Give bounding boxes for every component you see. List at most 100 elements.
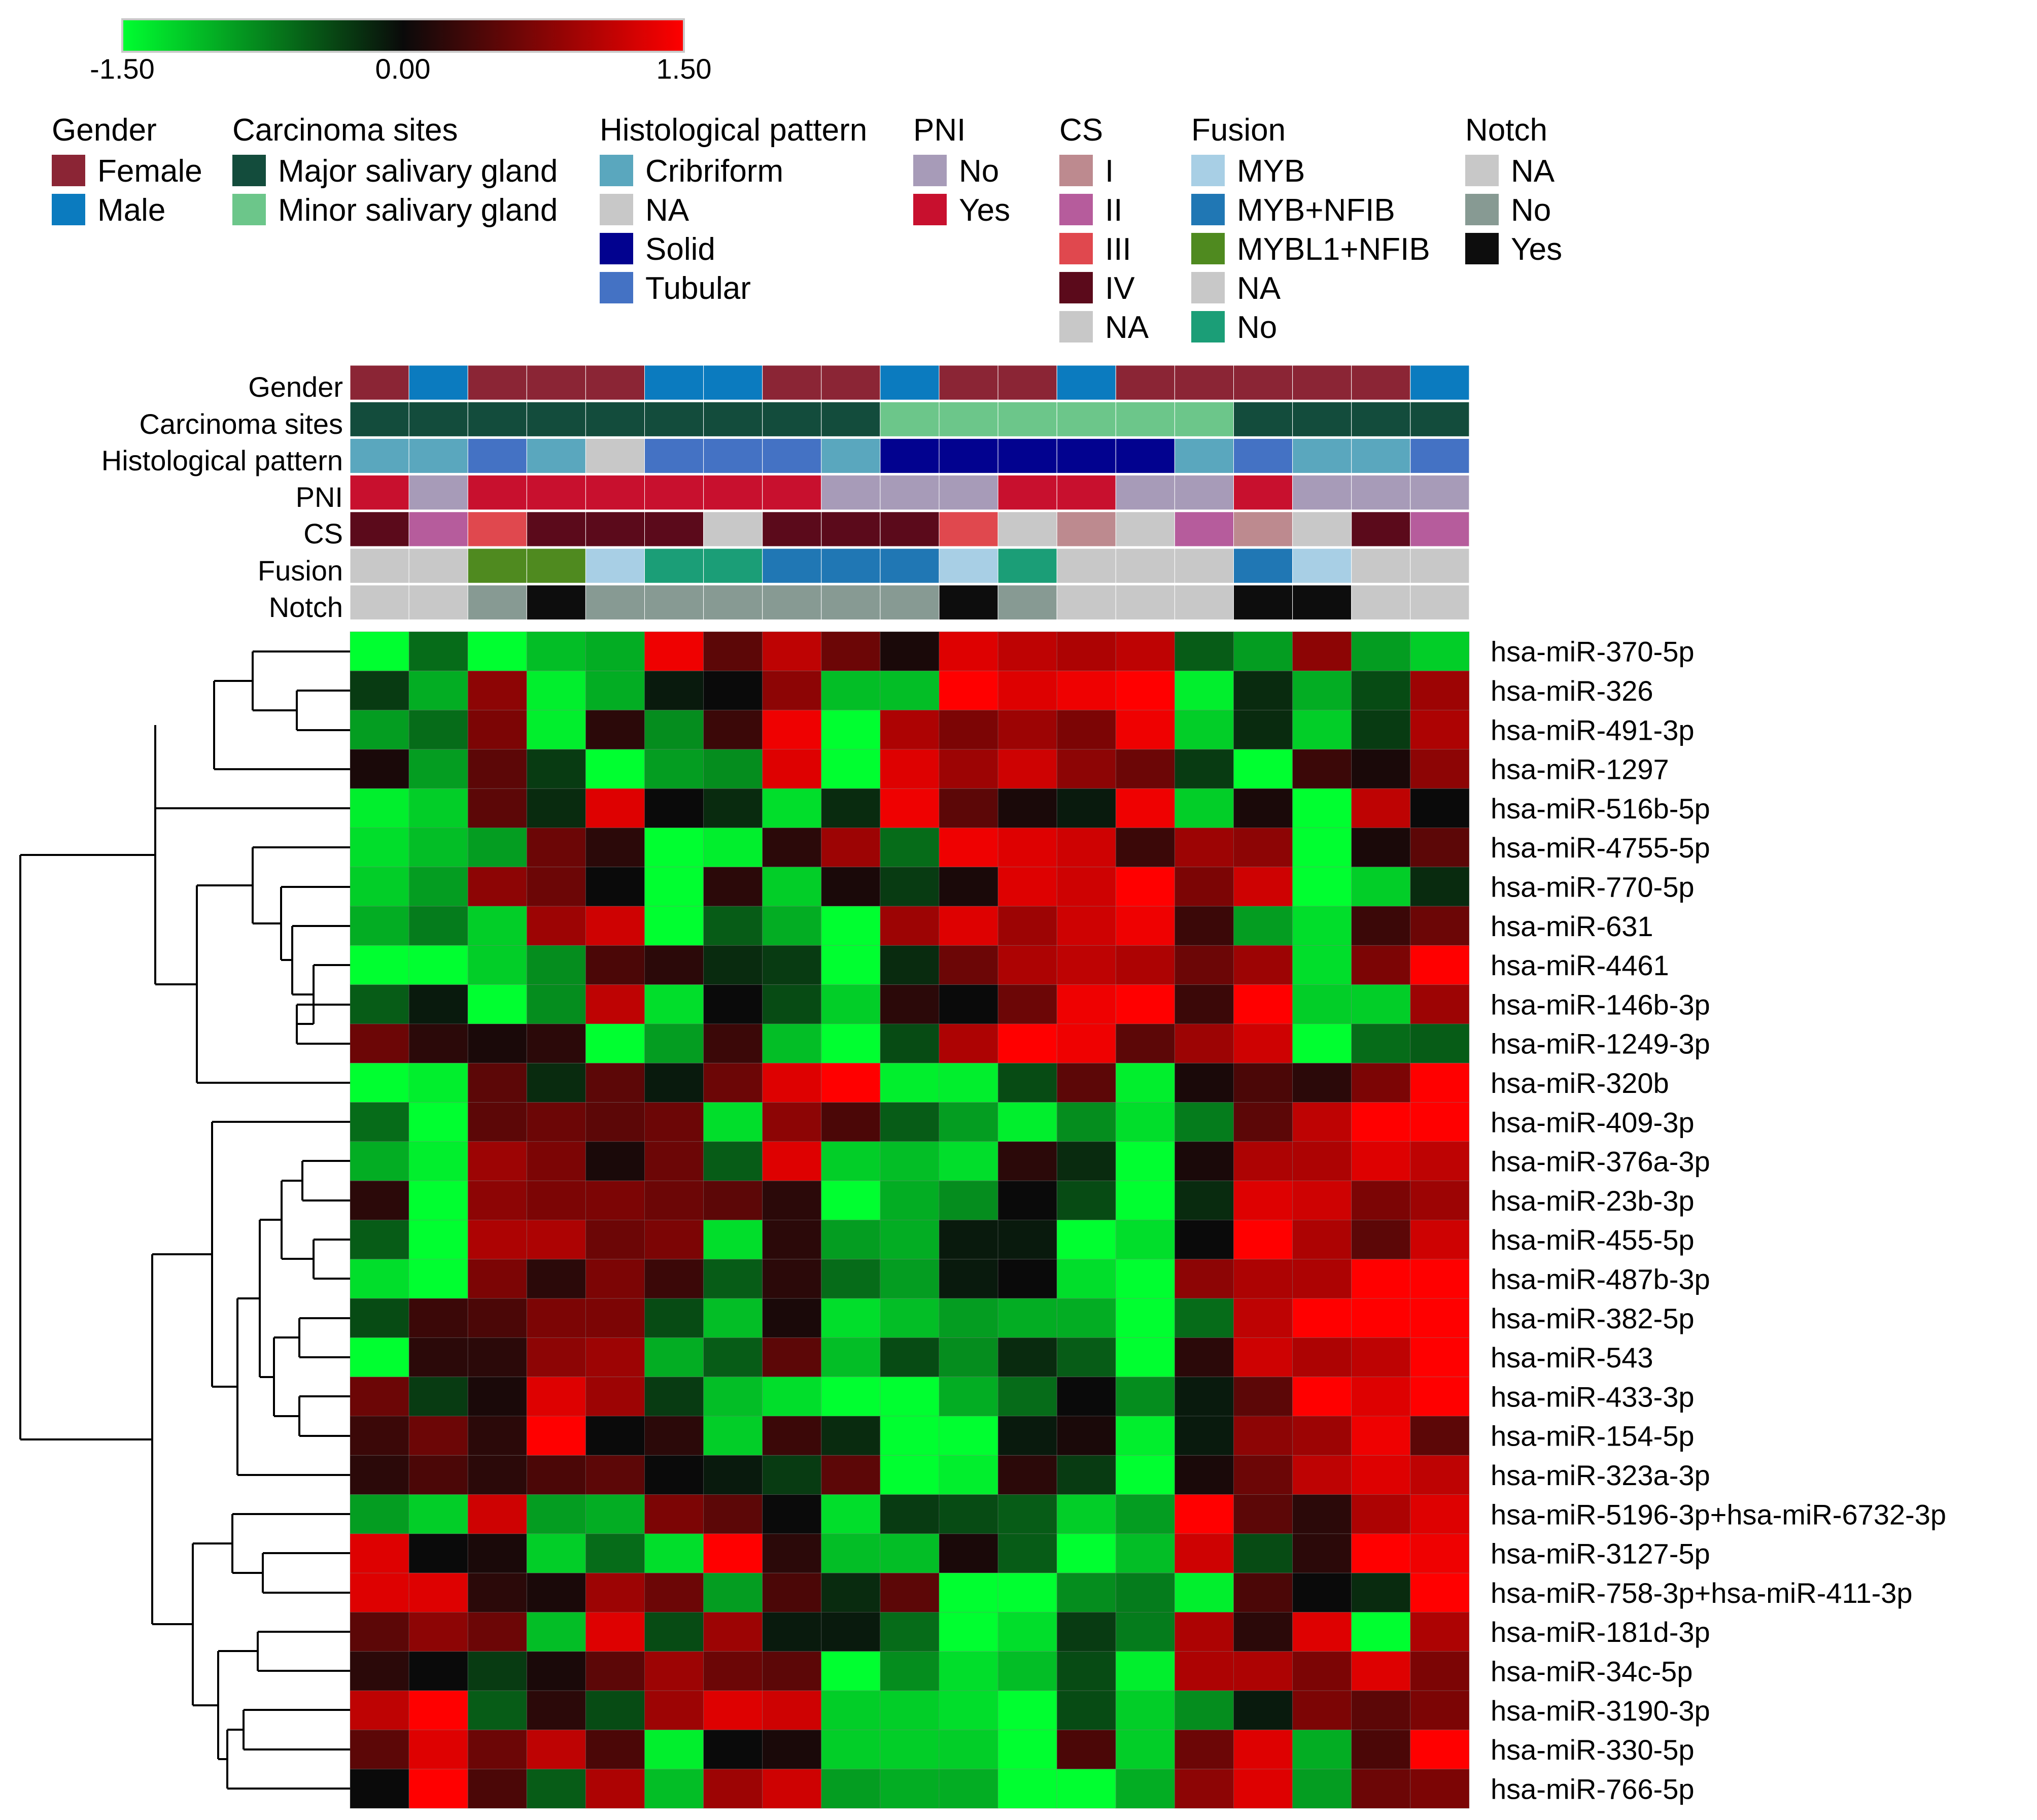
legend-item-label: MYB+NFIB bbox=[1237, 193, 1395, 228]
heatmap-cell bbox=[644, 1102, 704, 1142]
heatmap-cell bbox=[1410, 1690, 1470, 1730]
annotation-cell bbox=[1410, 548, 1470, 583]
heatmap-cell bbox=[997, 906, 1057, 946]
annotation-cell bbox=[1174, 511, 1234, 547]
annotation-cell bbox=[526, 365, 586, 400]
heatmap-cell bbox=[1233, 828, 1293, 868]
annotation-cell bbox=[1233, 401, 1293, 437]
annotation-cell bbox=[762, 511, 822, 547]
row-label: hsa-miR-766-5p bbox=[1491, 1773, 1695, 1805]
heatmap-cell bbox=[939, 1729, 998, 1770]
heatmap-cell bbox=[1351, 828, 1411, 868]
legend-title: Gender bbox=[52, 113, 157, 148]
annotation-cell bbox=[644, 511, 704, 547]
heatmap-cell bbox=[997, 1572, 1057, 1612]
annotation-cell bbox=[1056, 401, 1116, 437]
heatmap-cell bbox=[1174, 1298, 1234, 1338]
legend-swatch bbox=[52, 155, 85, 186]
legend-swatch bbox=[1191, 272, 1225, 303]
annotation-cell bbox=[1410, 438, 1470, 474]
heatmap-cell bbox=[762, 1377, 822, 1417]
heatmap-cell bbox=[1115, 1612, 1175, 1652]
heatmap-cell bbox=[1115, 1690, 1175, 1730]
heatmap-cell bbox=[762, 1102, 822, 1142]
annotation-cell bbox=[585, 511, 645, 547]
heatmap-cell bbox=[880, 1298, 940, 1338]
heatmap-cell bbox=[997, 1533, 1057, 1573]
heatmap-cell bbox=[762, 1533, 822, 1573]
row-label: hsa-miR-516b-5p bbox=[1491, 793, 1710, 825]
heatmap-cell bbox=[408, 1572, 468, 1612]
heatmap-cell bbox=[1056, 1729, 1116, 1770]
heatmap-cell bbox=[1292, 1023, 1352, 1063]
heatmap-cell bbox=[880, 1729, 940, 1770]
heatmap-cell bbox=[1410, 945, 1470, 985]
heatmap-cell bbox=[585, 1102, 645, 1142]
heatmap-cell bbox=[350, 1729, 409, 1770]
heatmap-cell bbox=[1233, 1259, 1293, 1299]
row-label: hsa-miR-370-5p bbox=[1491, 636, 1695, 668]
heatmap-cell bbox=[762, 945, 822, 985]
heatmap-cells bbox=[350, 631, 1470, 1809]
heatmap-cell bbox=[350, 1494, 409, 1534]
legend-swatch bbox=[1059, 194, 1093, 225]
annotation-cell bbox=[408, 438, 468, 474]
heatmap-cell bbox=[585, 867, 645, 907]
heatmap-cell bbox=[1410, 1494, 1470, 1534]
heatmap-cell bbox=[703, 1298, 763, 1338]
heatmap-cell bbox=[762, 1141, 822, 1181]
legend-item-label: NA bbox=[1237, 271, 1281, 306]
heatmap-cell bbox=[1174, 945, 1234, 985]
heatmap-cell bbox=[1292, 1337, 1352, 1378]
heatmap-cell bbox=[585, 984, 645, 1024]
heatmap-cell bbox=[762, 1494, 822, 1534]
heatmap-cell bbox=[821, 710, 881, 750]
heatmap-cell bbox=[997, 1259, 1057, 1299]
annotation-cell bbox=[526, 511, 586, 547]
heatmap-cell bbox=[880, 1612, 940, 1652]
annotation-cell bbox=[1351, 438, 1411, 474]
heatmap-cell bbox=[762, 1769, 822, 1809]
heatmap-cell bbox=[1233, 749, 1293, 789]
heatmap-cell bbox=[585, 1023, 645, 1063]
annotation-cell bbox=[585, 365, 645, 400]
heatmap-cell bbox=[1056, 1455, 1116, 1495]
heatmap-cell bbox=[1174, 1494, 1234, 1534]
heatmap-cell bbox=[644, 984, 704, 1024]
annotation-cell bbox=[939, 511, 998, 547]
heatmap-cell bbox=[1233, 906, 1293, 946]
heatmap-cell bbox=[350, 710, 409, 750]
row-labels: hsa-miR-370-5p hsa-miR-326 hsa-miR-491-3p h… bbox=[1491, 636, 1946, 1805]
heatmap-cell bbox=[821, 984, 881, 1024]
heatmap-cell bbox=[762, 1259, 822, 1299]
heatmap-cell bbox=[1056, 1298, 1116, 1338]
heatmap-cell bbox=[939, 1062, 998, 1103]
heatmap-cell bbox=[467, 984, 527, 1024]
heatmap-cell bbox=[408, 1612, 468, 1652]
heatmap-cell bbox=[703, 828, 763, 868]
heatmap-cell bbox=[939, 906, 998, 946]
heatmap-cell bbox=[821, 788, 881, 828]
heatmap-cell bbox=[526, 1455, 586, 1495]
heatmap-cell bbox=[1410, 1572, 1470, 1612]
row-label: hsa-miR-181d-3p bbox=[1491, 1616, 1710, 1648]
heatmap-cell bbox=[1351, 788, 1411, 828]
heatmap-cell bbox=[821, 1062, 881, 1103]
heatmap-cell bbox=[1115, 1572, 1175, 1612]
heatmap-cell bbox=[1351, 1455, 1411, 1495]
heatmap-cell bbox=[997, 984, 1057, 1024]
annotation-cell bbox=[1174, 438, 1234, 474]
legend-item-label: II bbox=[1105, 193, 1122, 228]
heatmap-cell bbox=[1233, 1612, 1293, 1652]
heatmap-cell bbox=[880, 1651, 940, 1691]
heatmap-cell bbox=[467, 710, 527, 750]
heatmap-cell bbox=[467, 945, 527, 985]
heatmap-cell bbox=[997, 1062, 1057, 1103]
annotation-cell bbox=[703, 438, 763, 474]
heatmap-cell bbox=[526, 1533, 586, 1573]
heatmap-cell bbox=[1233, 1651, 1293, 1691]
annotation-cell bbox=[997, 585, 1057, 620]
heatmap-cell bbox=[585, 1259, 645, 1299]
heatmap-cell bbox=[467, 1102, 527, 1142]
